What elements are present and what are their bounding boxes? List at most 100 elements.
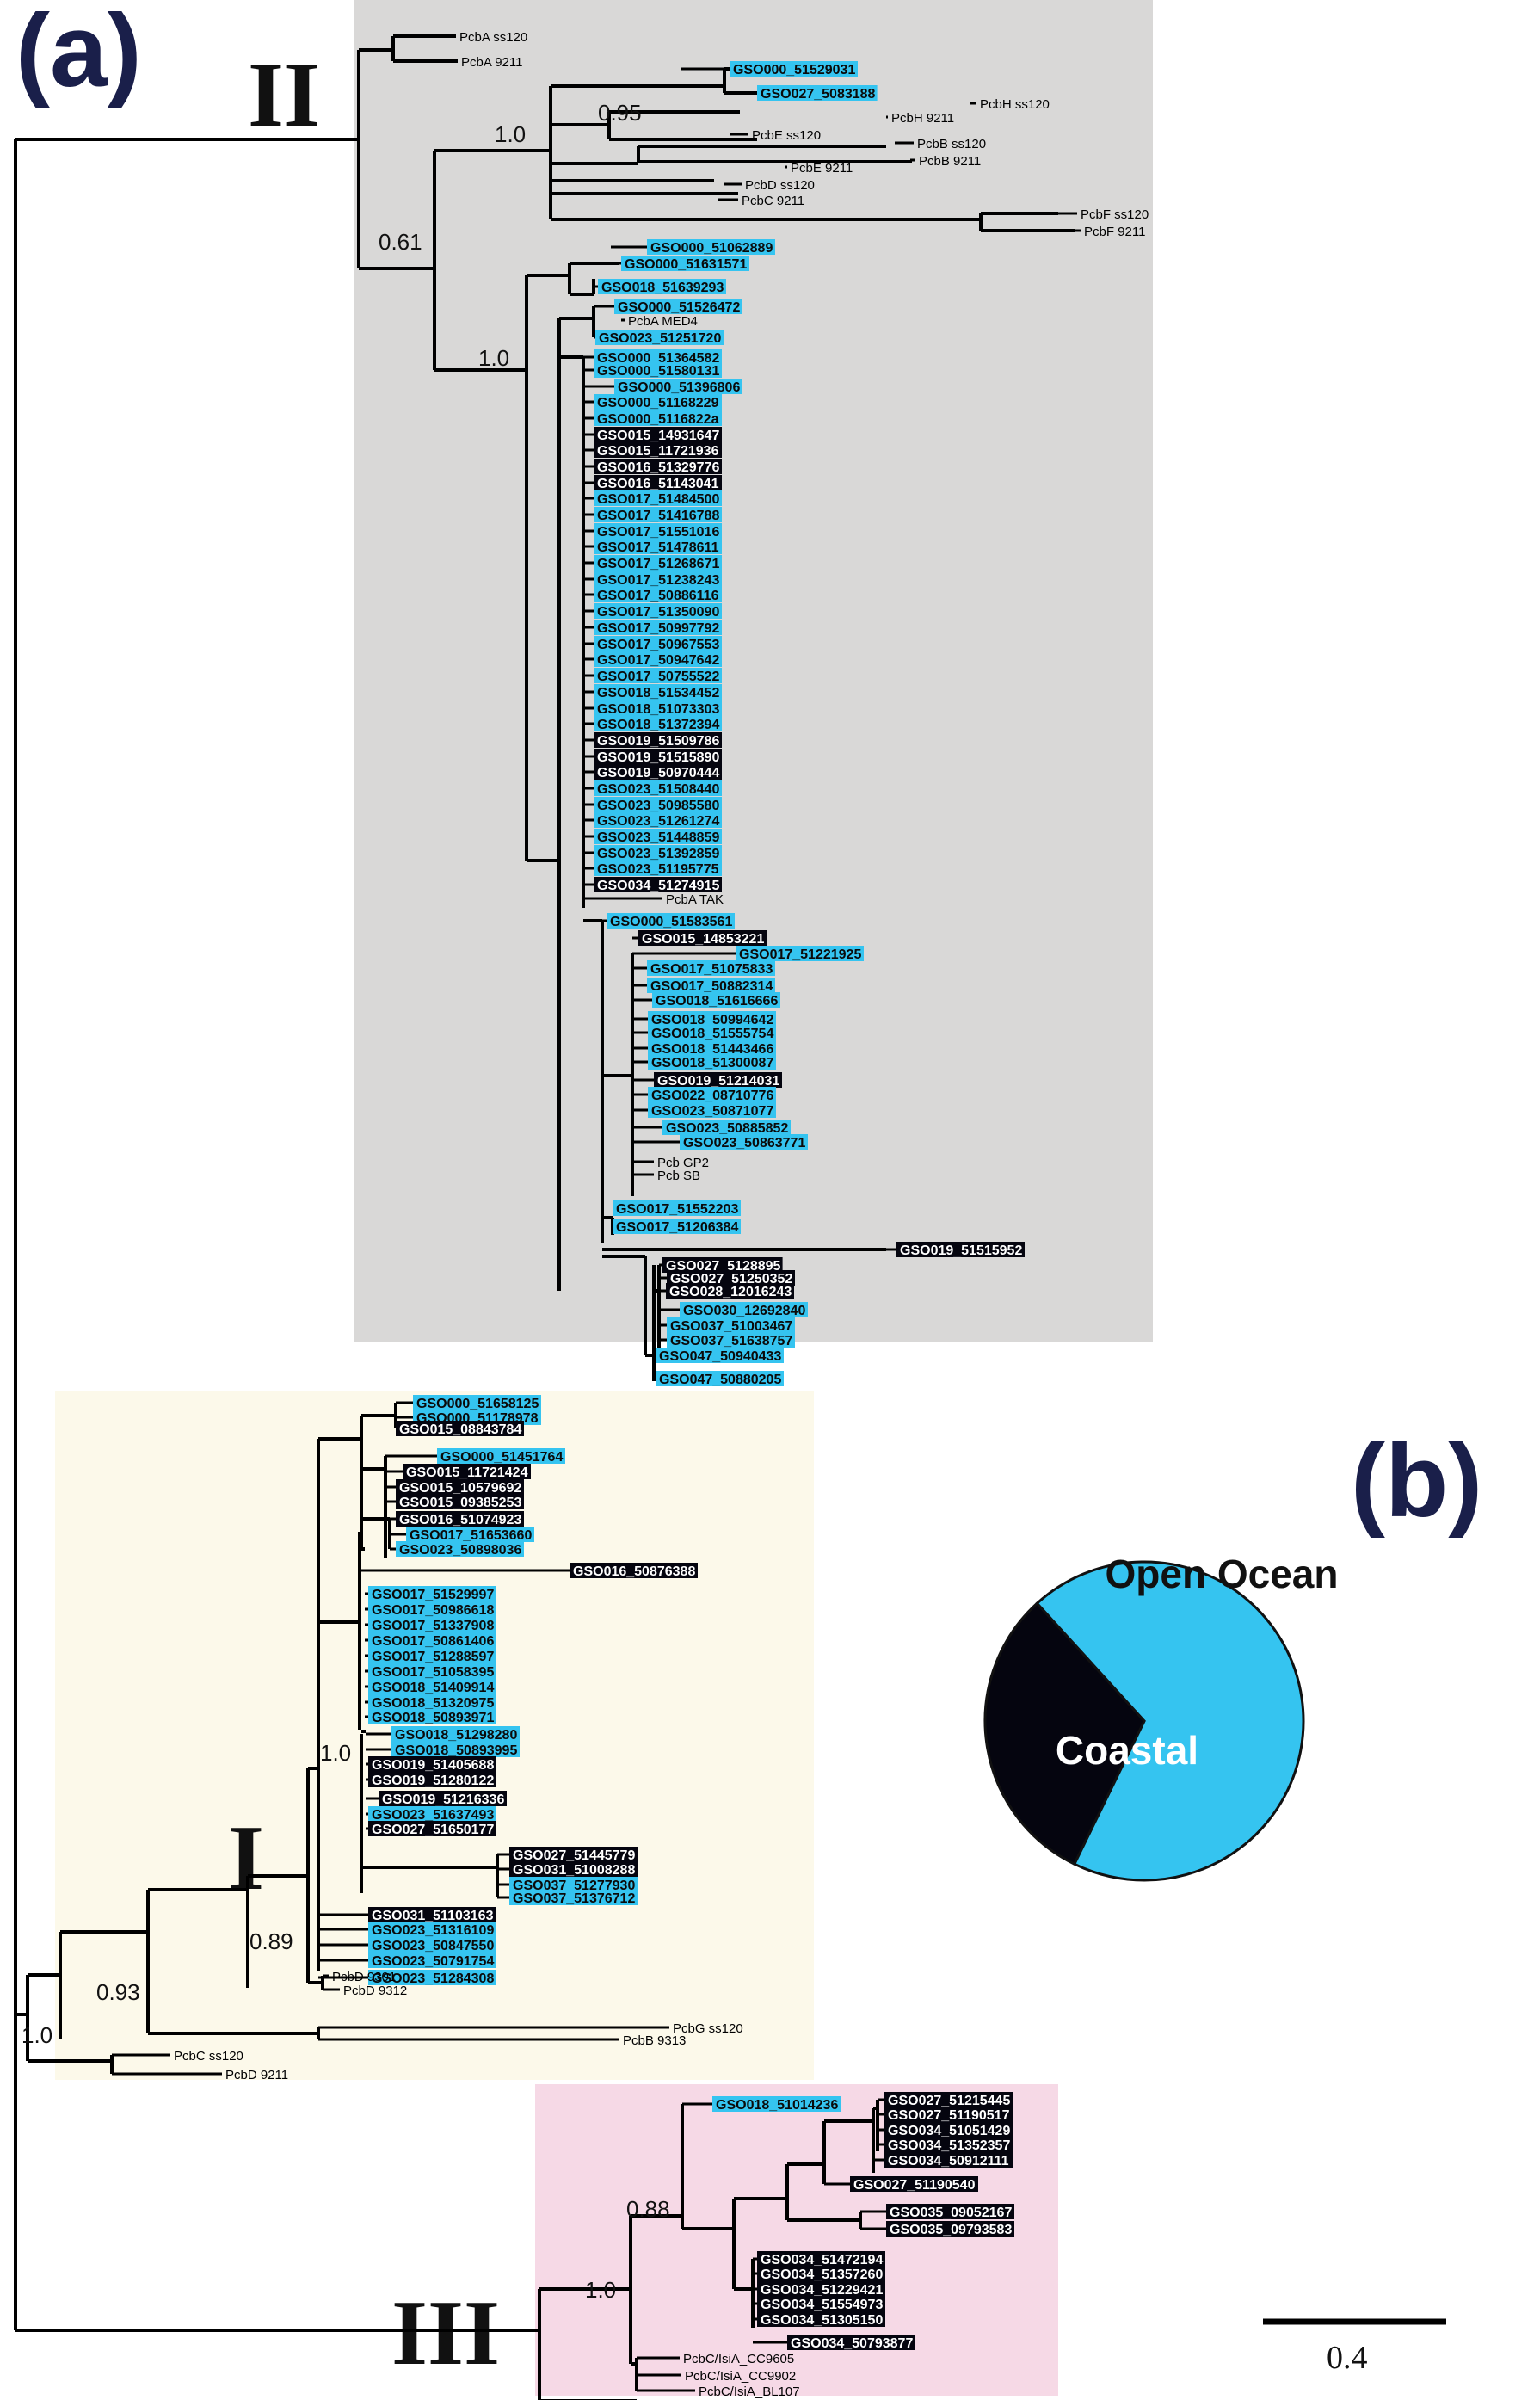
tip-highlight (594, 362, 722, 378)
tip-highlight (594, 490, 722, 506)
tip-label: GSO034_51229421 (761, 2283, 883, 2298)
tip-highlight (379, 1791, 507, 1806)
tip-highlight (621, 256, 749, 271)
pie-slice-label: Coastal (1056, 1728, 1198, 1773)
tip-highlight (594, 539, 722, 554)
tip-label: GSO018_51409914 (372, 1681, 494, 1695)
tip-highlight (396, 1494, 524, 1509)
tip-highlight (757, 2266, 885, 2281)
tip-highlight (368, 1586, 496, 1601)
tip-label: GSO037_51277930 (513, 1879, 635, 1893)
tip-label: GSO000_51062889 (650, 241, 773, 256)
tip-highlight (614, 299, 742, 314)
tip-highlight (368, 1937, 496, 1953)
tip-label: GSO018_50994642 (651, 1013, 773, 1027)
tip-label: GSO017_51478611 (597, 540, 719, 555)
tip-highlight (396, 1511, 524, 1527)
tip-label: GSO023_50898036 (399, 1543, 521, 1558)
tip-label: GSO000_51583561 (610, 915, 732, 929)
tip-highlight (594, 636, 722, 651)
tip-label: GSO019_51515952 (900, 1243, 1022, 1258)
tip-highlight (368, 1709, 496, 1724)
tip-highlight (594, 523, 722, 539)
tip-highlight (648, 1102, 776, 1118)
tip-label: GSO034_51305150 (761, 2313, 883, 2328)
tip-highlight (594, 861, 722, 876)
tip-label: GSO031_51008288 (513, 1863, 635, 1878)
tip-label: GSO000_51529031 (733, 63, 855, 77)
tip-highlight (594, 829, 722, 844)
clade-II-background (354, 0, 1153, 1342)
tip-highlight (594, 603, 722, 619)
tip-highlight (648, 1040, 776, 1056)
tip-label: GSO027_51650177 (372, 1823, 494, 1837)
tip-highlight (667, 1332, 795, 1348)
tip-label: GSO017_51058395 (372, 1665, 494, 1680)
tip-label: GSO047_50940433 (659, 1349, 781, 1364)
tip-label: GSO017_50882314 (650, 979, 773, 994)
tip-label: PcbC/IsiA_CC9902 (685, 2369, 796, 2384)
tip-highlight (594, 732, 722, 748)
tip-highlight (368, 1772, 496, 1787)
scale-bar-label: 0.4 (1327, 2340, 1368, 2376)
tip-label: PcbA 9211 (461, 55, 522, 70)
tip-label: PcbF ss120 (1081, 207, 1149, 222)
tip-label: GSO016_50876388 (573, 1564, 695, 1579)
tip-highlight (757, 2311, 885, 2327)
tip-label: PcbD 9312 (343, 1984, 407, 1998)
tip-highlight (368, 1663, 496, 1679)
tip-label: PcbB 9211 (919, 154, 981, 169)
tip-label: GSO018_51298280 (395, 1728, 517, 1743)
tip-label: GSO023_51448859 (597, 830, 719, 845)
tip-highlight (368, 1679, 496, 1694)
tip-highlight (368, 1922, 496, 1937)
tip-label: GSO015_11721424 (406, 1465, 528, 1480)
tip-highlight (509, 1847, 638, 1862)
tip-label: GSO035_09793583 (890, 2223, 1012, 2237)
tip-highlight (607, 913, 735, 929)
tip-label: GSO034_51357260 (761, 2267, 883, 2282)
support-values: 1.0 0.95 0.61 1.0 1.0 0.89 0.93 1.0 0.88 1.0 (22, 100, 670, 2303)
tip-highlight (647, 960, 775, 976)
tip-label: GSO017_51416788 (597, 509, 719, 523)
tip-highlight (594, 684, 722, 700)
tip-highlight (656, 1371, 784, 1386)
tip-label: GSO034_51352357 (888, 2138, 1010, 2153)
tip-label: GSO018_51073303 (597, 702, 719, 717)
clade-III-label: III (391, 2282, 500, 2385)
tip-highlight (368, 1907, 496, 1922)
tip-label: GSO017_51551016 (597, 525, 719, 540)
tip-label: GSO017_51268671 (597, 557, 719, 571)
tip-highlight (884, 2107, 1013, 2122)
tip-highlight (712, 2096, 841, 2112)
tip-label: GSO031_51103163 (372, 1909, 494, 1923)
tip-highlight (757, 2281, 885, 2297)
tip-label: GSO018_51534452 (597, 686, 719, 700)
tip-highlight (391, 1726, 520, 1742)
tip-highlight (403, 1464, 531, 1479)
tip-label: GSO017_51653660 (410, 1528, 532, 1543)
tip-label: PcbB ss120 (917, 137, 986, 151)
tip-label: GSO017_51221925 (739, 947, 861, 962)
tip-label: PcbE 9211 (791, 161, 853, 176)
tip-highlight (647, 239, 775, 255)
tip-label: GSO023_50847550 (372, 1939, 494, 1953)
tip-highlight (594, 571, 722, 587)
tip-label: Pcb GP2 (657, 1156, 709, 1170)
tip-label: PcbC/IsiA_BL107 (699, 2385, 800, 2399)
tip-label: GSO016_51074923 (399, 1513, 521, 1527)
tip-label: GSO027_5083188 (761, 87, 876, 102)
support-value: 0.95 (598, 100, 642, 126)
tip-highlight (680, 1302, 808, 1317)
pie-slice-label: Open Ocean (1106, 1552, 1339, 1596)
tip-label: GSO000_51168229 (597, 396, 719, 410)
tip-highlight (368, 1617, 496, 1632)
tip-highlight (667, 1317, 795, 1333)
tip-label: PcbA MED4 (628, 314, 698, 329)
tip-highlight (368, 1806, 496, 1822)
tip-label: GSO017_50997792 (597, 621, 719, 636)
tip-label: GSO015_10579692 (399, 1481, 521, 1496)
tip-label: GSO027_5128895 (666, 1259, 781, 1274)
tip-label: GSO037_51003467 (670, 1319, 792, 1334)
tip-highlight (594, 812, 722, 828)
